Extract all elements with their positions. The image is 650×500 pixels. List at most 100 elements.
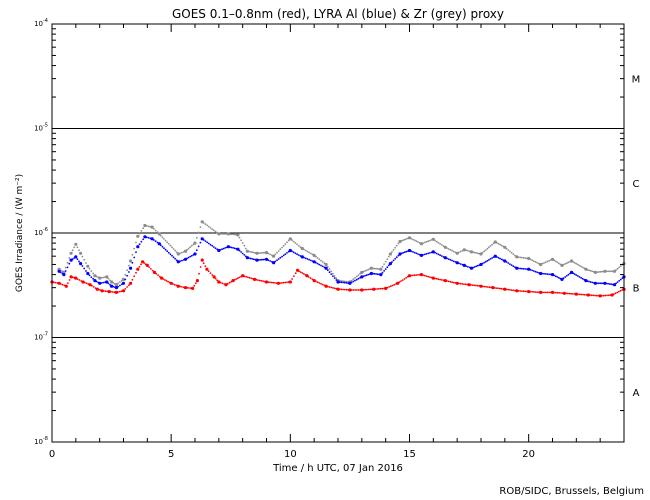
data-point xyxy=(580,293,583,296)
data-point xyxy=(589,269,592,272)
data-point xyxy=(340,288,343,291)
data-point xyxy=(437,241,440,244)
data-point xyxy=(233,278,236,281)
data-point xyxy=(270,281,273,284)
data-point xyxy=(57,281,61,285)
data-point xyxy=(229,246,231,249)
data-point xyxy=(486,286,489,288)
data-point xyxy=(364,270,366,272)
data-point xyxy=(245,275,248,278)
data-point xyxy=(292,240,295,243)
data-point xyxy=(342,281,344,284)
data-point xyxy=(531,290,533,293)
data-point xyxy=(193,241,197,245)
data-point xyxy=(443,256,447,260)
data-point xyxy=(217,280,221,284)
data-point xyxy=(248,250,250,253)
data-point xyxy=(78,249,80,252)
data-point xyxy=(204,223,207,226)
data-point xyxy=(216,279,219,282)
data-point xyxy=(173,283,176,286)
data-point xyxy=(206,241,209,244)
data-point xyxy=(423,274,426,277)
data-point xyxy=(159,234,162,237)
data-point xyxy=(214,230,217,233)
data-point xyxy=(162,278,165,280)
data-point xyxy=(419,253,423,257)
data-point xyxy=(422,242,424,245)
data-point xyxy=(288,280,292,284)
data-point xyxy=(431,276,435,280)
data-point xyxy=(274,282,276,284)
data-point xyxy=(117,282,119,285)
data-point xyxy=(419,242,423,246)
data-point xyxy=(211,228,214,231)
data-point xyxy=(332,272,334,275)
data-point xyxy=(324,266,328,270)
data-point xyxy=(489,245,492,247)
data-point xyxy=(230,246,233,249)
data-point xyxy=(362,275,365,278)
data-point xyxy=(591,270,594,273)
data-point xyxy=(95,280,98,283)
data-point xyxy=(316,262,319,265)
data-point xyxy=(315,280,317,283)
data-point xyxy=(251,258,254,260)
data-point xyxy=(531,269,533,272)
data-point xyxy=(238,236,241,239)
data-point xyxy=(543,272,545,275)
data-point xyxy=(517,267,520,270)
data-point xyxy=(172,248,175,250)
data-point xyxy=(400,252,403,255)
data-point xyxy=(111,291,114,293)
data-point xyxy=(181,251,183,254)
data-point xyxy=(357,274,360,276)
data-point xyxy=(207,225,210,228)
data-point xyxy=(567,273,570,276)
data-point xyxy=(392,248,395,251)
data-point xyxy=(169,253,172,256)
data-point xyxy=(497,287,499,290)
data-point xyxy=(481,285,484,288)
data-point xyxy=(618,290,620,293)
data-point xyxy=(164,239,167,242)
data-point xyxy=(597,282,600,285)
data-point xyxy=(140,240,143,243)
data-point xyxy=(595,294,598,297)
data-point xyxy=(544,273,547,275)
data-point xyxy=(226,282,229,285)
data-point xyxy=(129,259,133,263)
data-point xyxy=(546,273,549,275)
data-point xyxy=(352,280,355,283)
data-point xyxy=(558,276,560,279)
data-point xyxy=(354,277,356,279)
data-point xyxy=(415,252,418,255)
data-point xyxy=(553,291,556,294)
data-point xyxy=(583,293,586,296)
data-point xyxy=(566,292,569,295)
data-point xyxy=(485,285,487,288)
data-point xyxy=(455,261,459,265)
data-point xyxy=(562,263,565,266)
data-point xyxy=(565,292,567,295)
data-point xyxy=(238,249,241,252)
data-point xyxy=(364,274,366,277)
data-point xyxy=(179,252,182,255)
data-point xyxy=(505,288,508,291)
data-point xyxy=(402,251,404,254)
data-point xyxy=(114,283,118,287)
data-point xyxy=(342,280,344,283)
data-point xyxy=(181,286,183,288)
data-point xyxy=(522,267,525,270)
data-point xyxy=(221,248,223,251)
data-point xyxy=(413,239,416,242)
data-point xyxy=(279,256,282,259)
data-point xyxy=(396,281,400,285)
data-point xyxy=(269,253,271,256)
data-point xyxy=(161,245,164,248)
data-point xyxy=(249,251,252,253)
data-point xyxy=(195,249,198,252)
data-point xyxy=(167,251,170,254)
data-point xyxy=(260,252,263,254)
data-point xyxy=(251,251,254,254)
